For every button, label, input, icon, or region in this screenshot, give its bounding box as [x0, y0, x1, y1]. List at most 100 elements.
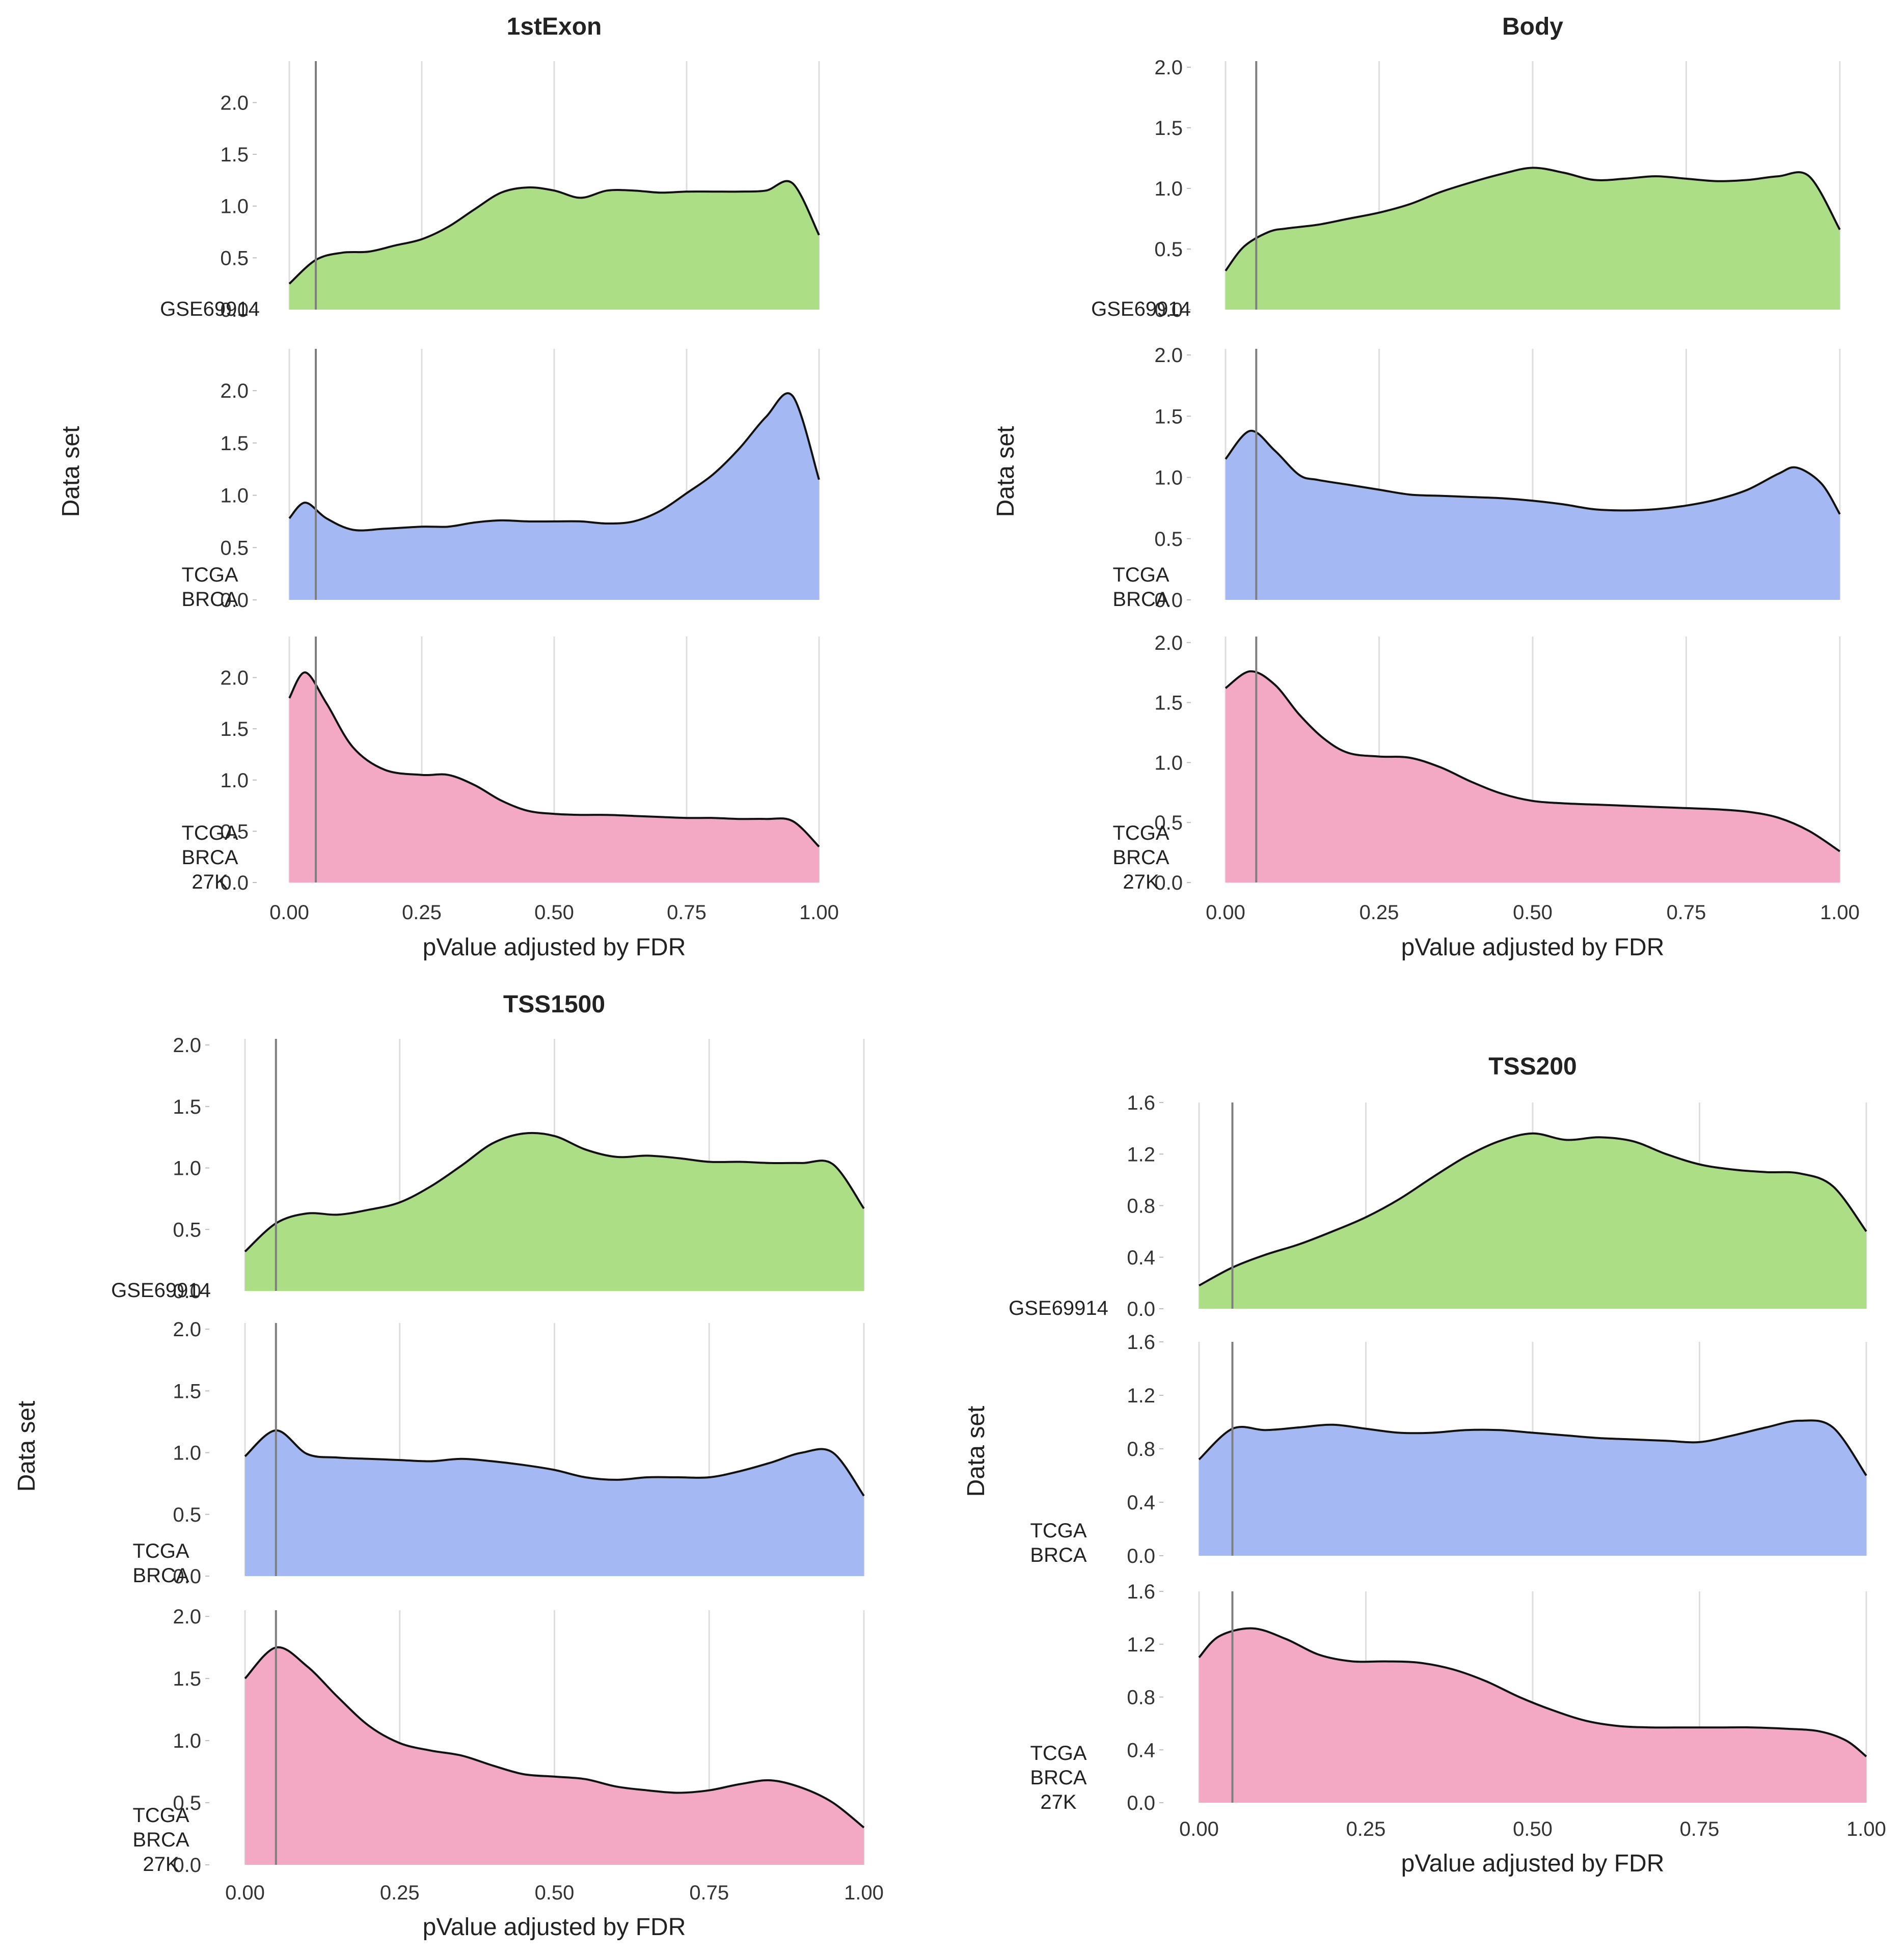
y-tick-label: 0.4 [1127, 1492, 1155, 1514]
y-tick-label: 0.0 [1154, 872, 1183, 894]
row-label: TCGA [1112, 564, 1169, 586]
row-label: BRCA [181, 846, 238, 869]
density-curve [244, 1646, 865, 1829]
y-tick-label: 0.5 [220, 537, 249, 559]
density-curve [288, 180, 820, 285]
y-tick-label: 0.5 [1154, 528, 1183, 550]
y-tick-label: 1.2 [1127, 1385, 1155, 1407]
y-axis-title: Data set [58, 426, 85, 517]
density-curve [288, 392, 820, 532]
panel-body: Body pValue adjusted by FDR Data set 0.0… [992, 13, 1860, 961]
density-curve [288, 671, 820, 848]
x-axis-title: pValue adjusted by FDR [423, 1914, 686, 1941]
y-tick-label: 0.0 [173, 1280, 201, 1303]
panel-title: TSS1500 [503, 991, 605, 1018]
x-tick-label: 0.00 [225, 1882, 265, 1904]
density-area [1226, 671, 1840, 883]
panel-title: 1stExon [507, 13, 602, 40]
ridge-row: 0.0 0.5 1.0 1.5 2.0 GSE69914 [160, 61, 820, 321]
x-tick-label: 0.50 [1513, 1818, 1553, 1840]
ridge-row: 0.0 0.4 0.8 1.2 1.6 GSE69914 [1009, 1092, 1867, 1320]
x-axis-title: pValue adjusted by FDR [1401, 934, 1665, 961]
y-tick-label: 0.0 [1154, 299, 1183, 321]
y-tick-label: 1.0 [1154, 752, 1183, 774]
y-tick-label: 2.0 [173, 1034, 201, 1057]
row-label: BRCA [1112, 846, 1169, 869]
density-curve [1225, 430, 1841, 515]
y-tick-label: 1.5 [173, 1380, 201, 1402]
density-area [1226, 430, 1840, 600]
y-tick-label: 2.0 [1154, 57, 1183, 79]
y-tick-label: 0.0 [220, 872, 249, 894]
y-tick-label: 0.5 [173, 1219, 201, 1241]
y-axis-title: Data set [13, 1401, 40, 1492]
x-tick-label: 0.50 [534, 901, 574, 924]
y-tick-label: 1.5 [1154, 117, 1183, 140]
x-tick-label: 0.00 [1179, 1818, 1219, 1840]
y-tick-label: 0.5 [1154, 812, 1183, 834]
x-axis-title: pValue adjusted by FDR [423, 934, 686, 961]
y-tick-label: 0.5 [220, 820, 249, 843]
density-curve [1225, 167, 1841, 272]
row-label: BRCA [132, 1829, 189, 1851]
density-area [289, 672, 819, 883]
row-label: TCGA [132, 1540, 189, 1562]
y-tick-label: 1.2 [1127, 1634, 1155, 1656]
density-area [1199, 1420, 1866, 1556]
x-tick-label: 1.00 [799, 901, 839, 924]
row-label: TCGA [181, 564, 238, 586]
y-tick-label: 0.8 [1127, 1438, 1155, 1460]
y-tick-label: 0.5 [220, 247, 249, 269]
density-curve [1199, 1132, 1867, 1287]
y-tick-label: 1.5 [220, 718, 249, 740]
y-tick-label: 0.0 [1154, 589, 1183, 612]
x-tick-label: 1.00 [1846, 1818, 1886, 1840]
y-tick-label: 0.4 [1127, 1247, 1155, 1269]
y-tick-label: 1.0 [173, 1157, 201, 1180]
y-axis-title: Data set [992, 426, 1019, 517]
density-area [245, 1430, 864, 1576]
y-tick-label: 1.5 [220, 432, 249, 455]
x-tick-label: 0.00 [1206, 901, 1245, 924]
density-curve [1225, 670, 1841, 852]
row-label: TCGA [1030, 1742, 1086, 1765]
density-curve [244, 1132, 865, 1253]
y-tick-label: 0.0 [173, 1565, 201, 1588]
y-tick-label: 0.4 [1127, 1739, 1155, 1761]
row-label: 27K [192, 871, 228, 893]
row-label: TCGA [1030, 1520, 1086, 1542]
x-axis-title: pValue adjusted by FDR [1401, 1850, 1665, 1877]
y-tick-label: 1.5 [220, 144, 249, 166]
y-tick-label: 2.0 [1154, 344, 1183, 367]
density-area [245, 1647, 864, 1865]
x-tick-label: 0.75 [1667, 901, 1706, 924]
row-label: GSE69914 [1009, 1297, 1108, 1319]
y-tick-label: 1.6 [1127, 1581, 1155, 1603]
x-tick-label: 0.25 [1346, 1818, 1386, 1840]
panel-title: TSS200 [1488, 1053, 1576, 1080]
ridge-row: 0.0 0.5 1.0 1.5 2.0 GSE69914 [111, 1034, 865, 1303]
y-tick-label: 2.0 [173, 1606, 201, 1628]
row-label: TCGA [181, 822, 238, 844]
y-tick-label: 0.0 [1127, 1545, 1155, 1567]
y-tick-label: 1.0 [173, 1730, 201, 1752]
y-tick-label: 0.5 [173, 1504, 201, 1526]
density-area [1199, 1133, 1866, 1309]
x-tick-label: 0.50 [1513, 901, 1553, 924]
y-tick-label: 1.0 [220, 485, 249, 507]
row-label: BRCA [1030, 1767, 1086, 1789]
density-area [289, 181, 819, 310]
panel-title: Body [1502, 13, 1563, 40]
row-label: GSE69914 [1091, 298, 1191, 320]
ridge-row: 0.0 0.5 1.0 1.5 2.0 GSE69914 [1091, 57, 1841, 321]
y-tick-label: 1.6 [1127, 1092, 1155, 1114]
x-tick-label: 0.25 [402, 901, 442, 924]
density-area [1199, 1628, 1866, 1803]
